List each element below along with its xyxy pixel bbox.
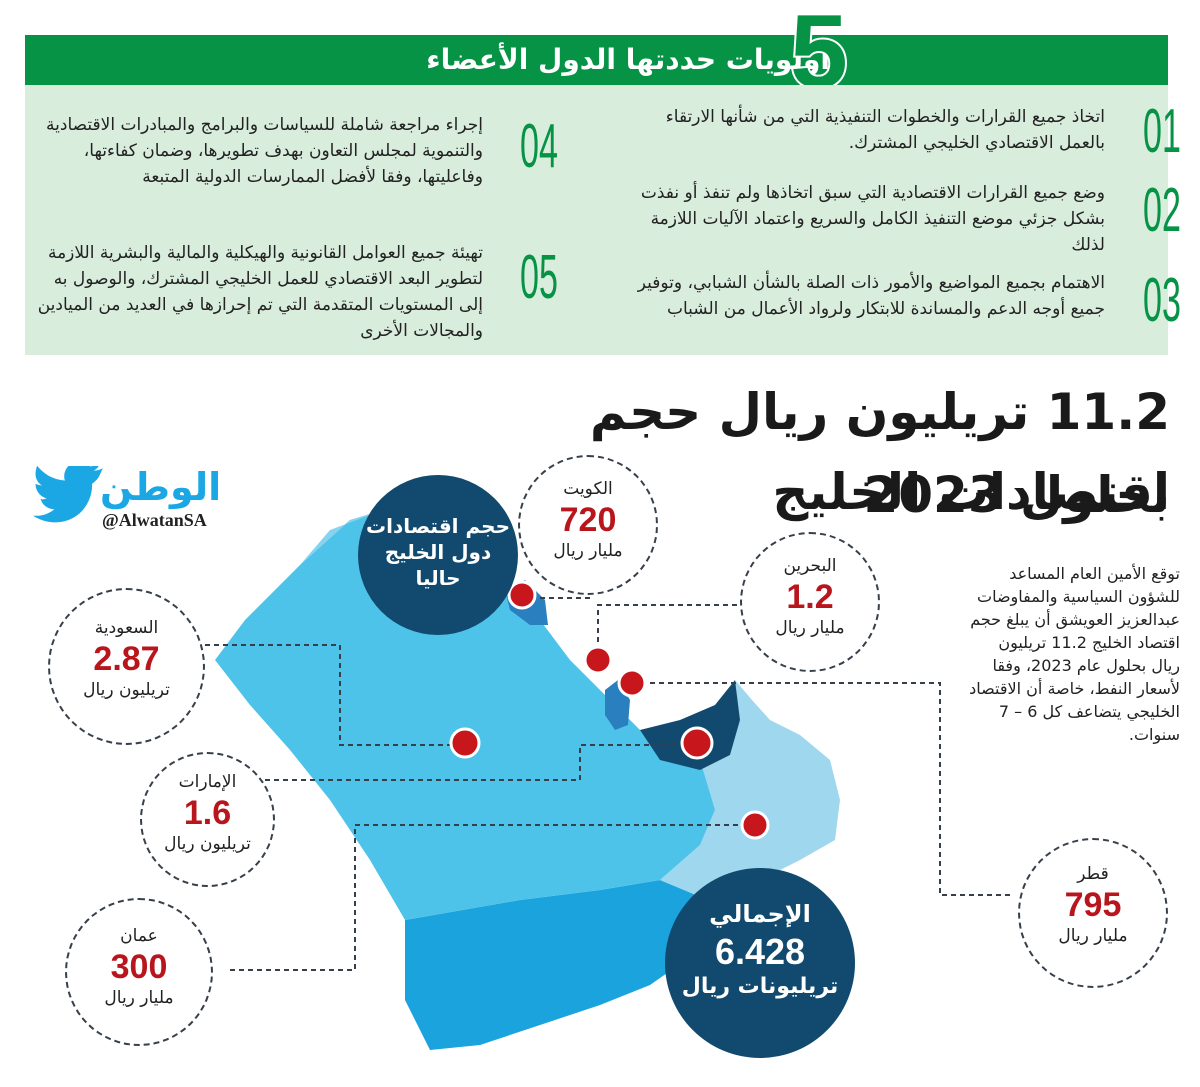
total-label: الإجمالي bbox=[709, 900, 811, 928]
yemen-region bbox=[405, 880, 720, 1050]
country-unit: مليار ريال bbox=[1058, 926, 1128, 946]
country-name: عمان bbox=[120, 926, 158, 946]
connector-uae bbox=[256, 744, 700, 781]
country-unit: مليار ريال bbox=[104, 988, 174, 1008]
priority-number-02: 02 bbox=[1143, 176, 1181, 245]
marker-uae bbox=[680, 726, 714, 760]
country-circle-bahrain: البحرين 1.2 مليار ريال bbox=[740, 532, 880, 672]
marker-kuwait bbox=[507, 580, 537, 610]
twitter-bird-icon bbox=[33, 466, 103, 523]
connector-qatar bbox=[632, 682, 1010, 896]
oman-region bbox=[660, 680, 840, 905]
marker-saudi bbox=[449, 727, 481, 759]
priority-number-01: 01 bbox=[1143, 97, 1181, 166]
connector-bahrain bbox=[597, 604, 740, 660]
country-unit: تريليون ريال bbox=[164, 834, 251, 854]
header-title: أولويات حددتها الدول الأعضاء bbox=[426, 43, 830, 76]
current-size-line-2: دول الخليج bbox=[384, 540, 492, 564]
current-size-line-3: حاليا bbox=[415, 566, 461, 590]
country-name: قطر bbox=[1077, 864, 1109, 884]
country-circle-oman: عمان 300 مليار ريال bbox=[65, 898, 213, 1046]
country-unit: مليار ريال bbox=[775, 618, 845, 638]
current-size-line-1: حجم اقتصادات bbox=[365, 514, 511, 538]
priority-text-03: الاهتمام بجميع المواضيع والأمور ذات الصل… bbox=[637, 273, 1105, 319]
logo-handle: @AlwatanSA bbox=[102, 510, 207, 530]
headline-line-1: 11.2 تريليون ريال حجم اقتصادات الخليج bbox=[589, 383, 1170, 521]
country-value: 720 bbox=[559, 501, 617, 539]
connector-saudi bbox=[205, 644, 465, 746]
country-value: 795 bbox=[1064, 886, 1122, 924]
country-name: الكويت bbox=[563, 479, 613, 499]
country-value: 2.87 bbox=[93, 640, 160, 678]
marker-oman bbox=[740, 810, 770, 840]
country-circle-qatar: قطر 795 مليار ريال bbox=[1018, 838, 1168, 988]
country-name: الإمارات bbox=[178, 772, 237, 792]
priority-text-05: تهيئة جميع العوامل القانونية والهيكلية و… bbox=[37, 243, 483, 341]
body-paragraph: توقع الأمين العام المساعد للشؤون السياسي… bbox=[969, 564, 1180, 744]
logo-wordmark: الوطن bbox=[100, 465, 222, 509]
priority-number-04: 04 bbox=[520, 112, 558, 181]
priority-text-01: اتخاذ جميع القرارات والخطوات التنفيذية ا… bbox=[665, 107, 1105, 153]
headline-line-2: بحلول 2023 bbox=[863, 466, 1170, 524]
country-circle-uae: الإمارات 1.6 تريليون ريال bbox=[140, 752, 275, 887]
country-circle-kuwait: الكويت 720 مليار ريال bbox=[518, 455, 658, 595]
priority-text-04: إجراء مراجعة شاملة للسياسات والبرامج وال… bbox=[46, 115, 483, 187]
total-value: 6.428 bbox=[714, 931, 806, 972]
header-bar bbox=[25, 35, 1168, 85]
priority-number-05: 05 bbox=[520, 243, 558, 312]
marker-bahrain bbox=[583, 645, 613, 675]
country-value: 1.2 bbox=[786, 578, 834, 616]
marker-qatar bbox=[617, 668, 647, 698]
country-circle-saudi: السعودية 2.87 تريليون ريال bbox=[48, 588, 205, 745]
uae-region bbox=[640, 680, 740, 770]
saudi-region bbox=[215, 505, 715, 920]
total-unit: تريليونات ريال bbox=[681, 974, 839, 999]
priorities-panel bbox=[25, 85, 1168, 355]
country-name: البحرين bbox=[783, 556, 837, 576]
country-unit: مليار ريال bbox=[553, 541, 623, 561]
country-name: السعودية bbox=[94, 618, 159, 638]
current-size-circle: حجم اقتصادات دول الخليج حاليا bbox=[358, 475, 518, 635]
priority-text-02: وضع جميع القرارات الاقتصادية التي سبق ات… bbox=[640, 183, 1105, 255]
connector-oman bbox=[230, 824, 755, 971]
total-circle: الإجمالي 6.428 تريليونات ريال bbox=[665, 868, 855, 1058]
priority-number-03: 03 bbox=[1143, 266, 1181, 335]
country-value: 300 bbox=[110, 948, 168, 986]
country-unit: تريليون ريال bbox=[83, 680, 170, 700]
country-value: 1.6 bbox=[183, 794, 232, 832]
